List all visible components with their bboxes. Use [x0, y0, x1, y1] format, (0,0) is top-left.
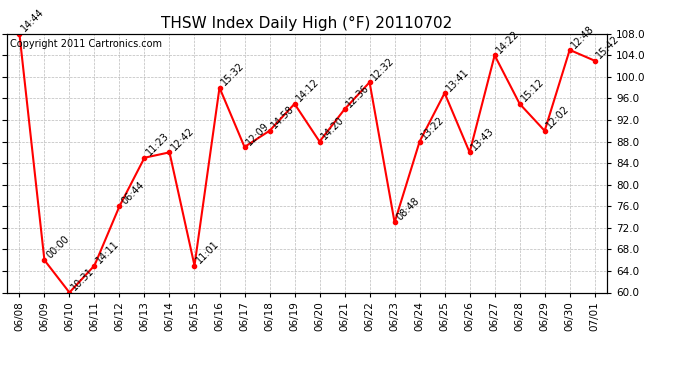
Text: 11:23: 11:23 — [144, 131, 171, 158]
Text: 14:20: 14:20 — [319, 115, 346, 142]
Text: 14:44: 14:44 — [19, 7, 46, 34]
Text: 12:09: 12:09 — [244, 120, 271, 147]
Text: 14:11: 14:11 — [95, 239, 121, 266]
Text: 08:48: 08:48 — [395, 196, 422, 222]
Text: 00:00: 00:00 — [44, 234, 71, 260]
Text: 10:31: 10:31 — [70, 266, 96, 292]
Text: 13:41: 13:41 — [444, 66, 471, 93]
Text: 14:12: 14:12 — [295, 77, 322, 104]
Text: 12:48: 12:48 — [570, 23, 596, 50]
Text: 11:01: 11:01 — [195, 239, 221, 266]
Text: 13:22: 13:22 — [420, 115, 446, 142]
Text: 15:12: 15:12 — [520, 77, 546, 104]
Text: 15:42: 15:42 — [595, 34, 622, 61]
Text: 06:44: 06:44 — [119, 180, 146, 206]
Text: 14:58: 14:58 — [270, 104, 296, 131]
Text: 12:02: 12:02 — [544, 104, 571, 131]
Text: 14:22: 14:22 — [495, 28, 522, 56]
Text: 15:32: 15:32 — [219, 61, 246, 88]
Text: 12:32: 12:32 — [370, 56, 397, 82]
Title: THSW Index Daily High (°F) 20110702: THSW Index Daily High (°F) 20110702 — [161, 16, 453, 31]
Text: 13:43: 13:43 — [470, 126, 496, 152]
Text: 12:42: 12:42 — [170, 126, 197, 152]
Text: 12:36: 12:36 — [344, 82, 371, 109]
Text: Copyright 2011 Cartronics.com: Copyright 2011 Cartronics.com — [10, 39, 162, 49]
